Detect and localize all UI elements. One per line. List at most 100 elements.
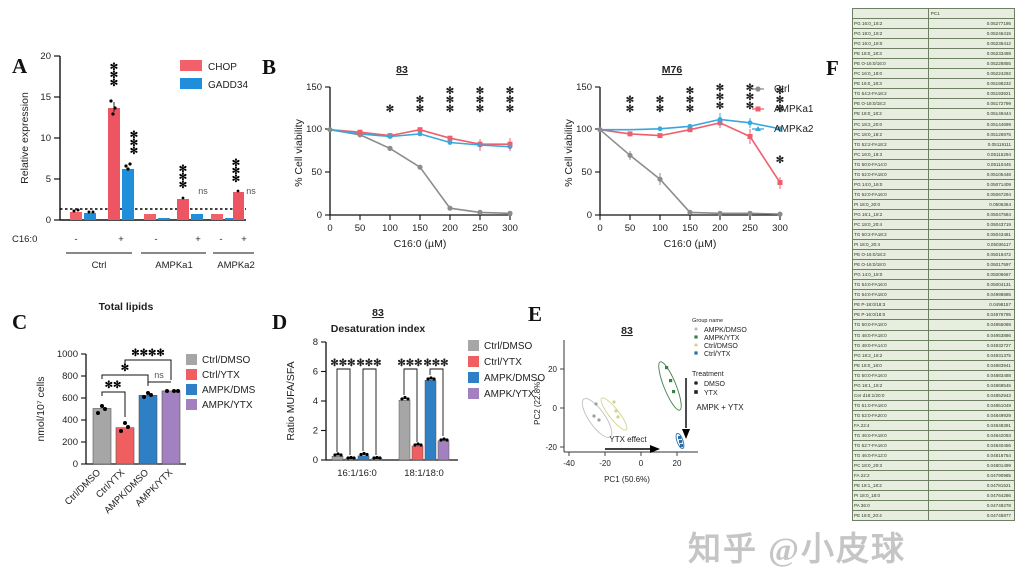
panel-c-bar-ctrl-ytx [115,427,135,465]
table-row[interactable]: PE 18:0_18:3 0.05233498 [852,48,1016,60]
panel-f[interactable]: PC1 PG 16:0_18:2 0.05277195 PG 18:0_18:2 0.0… [852,7,1016,568]
table-row[interactable]: TG 50:0-FA18:0 0.04955088 [852,319,1016,331]
table-row[interactable]: PE O-16:0/18:0 0.05017597 [852,259,1016,271]
table-row[interactable]: PE P-16:0/18:0 0.04976795 [852,309,1016,321]
table-row[interactable]: TG 46:0-FA12:0 0.04816754 [852,450,1016,462]
lipid-loadings-table[interactable]: PC1 PG 16:0_18:2 0.05277195 PG 18:0_18:2 0.0… [852,7,1016,522]
table-row[interactable]: PA 36:0 0.04749278 [852,500,1016,512]
svg-text:✻: ✻ [776,155,784,166]
cell-lipid-name: TG 52:0-FA16:0 [852,188,929,200]
table-row[interactable]: PE O-18:0/18:2 0.05172799 [852,98,1016,110]
panel-d-annotations: ✻✻✻ ✻✻✻ ✻✻✻ ✻✻✻ [330,358,448,369]
table-row[interactable]: TG 48:0-FA18:0 0.04953886 [852,329,1016,341]
cell-lipid-name: PE 18:0_20:4 [852,510,929,522]
table-row[interactable]: TG 46:0-FA18:0 0.04842093 [852,429,1016,442]
table-row[interactable]: TG 52:0-FA16:0 0.05067294 [852,188,1016,200]
table-row[interactable]: PG 16:1_18:2 0.05047584 [852,208,1016,220]
table-row[interactable]: TG 54:0-FA18:0 0.04998885 [852,289,1016,301]
table-row[interactable]: FA 22:2 0.04790985 [852,470,1016,482]
panel-e-xtick-2: 0 [639,459,644,468]
table-row[interactable]: PE 18:0_20:4 0.04745877 [852,510,1016,522]
table-row[interactable]: PG 14:0_16:0 0.05071409 [852,178,1016,190]
table-row[interactable]: PE O-16:0/16:0 0.05228855 [852,58,1016,70]
table-row[interactable]: PC 16:0_18:0 0.05224292 [852,68,1016,80]
table-row[interactable]: PC 18:0_20:4 0.05043719 [852,218,1016,231]
table-row[interactable]: TG 52:7-FA16:0 0.04840456 [852,440,1016,452]
panel-a-ytick-0: 0 [46,215,51,226]
bar-gadd-a1-plus [191,214,203,220]
table-row[interactable]: PG 18:0_18:2 0.05246415 [852,28,1016,40]
table-row[interactable]: PC 18:0_18:2 0.05126975 [852,128,1016,140]
cell-lipid-name: PE O-16:0/18:0 [852,259,929,271]
panel-b-r-xtick-6: 300 [772,223,788,234]
panel-f-label: F [826,56,839,80]
table-row[interactable]: TG 52:0-FA18:0 0.05105448 [852,168,1016,180]
table-row[interactable]: PG 18:1_18:2 0.04868545 [852,379,1016,391]
panel-d-xtick-0: 16:1/16:0 [337,468,377,479]
table-row[interactable]: PC 16:0_18:3 0.05115294 [852,148,1016,160]
table-row[interactable]: PI 18:0_20:4 0.05036117 [852,239,1016,251]
panel-b-r-ytick-2: 100 [576,124,592,135]
panel-b-l-markers-ctrl [327,127,513,216]
table-row[interactable]: PC 18:2_20:0 0.05144699 [852,118,1016,130]
table-row[interactable]: PG 18:2_18:2 0.04931375 [852,349,1016,361]
cell-lipid-name: TG 50:2-FA18:2 [852,229,929,241]
panel-e-ellipse-ctrl-dmso [600,397,628,431]
table-row[interactable]: Cer d18:1/20:0 0.04852943 [852,389,1016,401]
cell-pc1-value: 0.04932727 [927,339,1016,351]
svg-text:✻: ✻ [506,95,514,106]
panel-e-points-ampk-ytx [665,366,676,394]
table-row[interactable]: TG 50:0-FA14:0 0.05110445 [852,158,1016,170]
panel-e-ytick-2: 20 [548,365,557,374]
cell-lipid-name: PC 18:0_18:2 [852,128,929,140]
table-row[interactable]: TG 54:0-FA16:0 0.05004131 [852,279,1016,291]
cell-lipid-name: TG 51:0-FA18:0 [852,399,929,411]
table-row[interactable]: FA 22:4 0.04848391 [852,419,1016,431]
cell-pc1-value: 0.04842093 [927,429,1016,442]
table-row[interactable]: TG 48:0-FA14:0 0.04932727 [852,339,1016,351]
panel-e-group-legend-0: AMPK/DMSO [704,327,747,334]
table-header-row: PC1 [852,7,1016,20]
panel-b-l-xtick-0: 0 [327,223,332,234]
panel-b-legend-ampka2: AMPKa2 [774,124,814,135]
table-row[interactable]: TG 51:0-FA18:0 0.04851049 [852,399,1016,411]
panel-e-group-legend-1: AMPK/YTX [704,335,740,342]
panel-a-sig-5: ✻ [130,138,138,149]
cell-pc1-value: 0.05017597 [927,259,1016,271]
panel-a-sig-3: ✻ [110,62,118,73]
panel-d-legend: Ctrl/DMSO Ctrl/YTX AMPK/DMSO AMPK/YTX [468,340,545,400]
table-row[interactable]: PG 14:0_18:0 0.05006667 [852,269,1016,281]
cell-lipid-name: PG 18:1_18:2 [852,379,929,391]
table-row[interactable]: PE 16:0_18:3 0.05198232 [852,78,1016,90]
table-row[interactable]: PI 18:0_18:0 0.04764286 [852,490,1016,502]
table-row[interactable]: TG 50:2-FA18:2 0.05043481 [852,229,1016,241]
table-row[interactable]: PG 16:0_18:0 0.05236412 [852,38,1016,50]
table-row[interactable]: PI 18:0_20:0 0.0506364 [852,198,1016,210]
panel-a-treat-3: + [195,234,201,245]
bar-chop-ctrl-plus [108,108,120,220]
table-row[interactable]: TG 50:0-FA16:0 0.04883488 [852,369,1016,381]
panel-b-r-xtick-5: 250 [742,223,758,234]
table-row[interactable]: TG 52:0-FA20:0 0.04849929 [852,409,1016,421]
cell-lipid-name: TG 48:0-FA14:0 [852,339,929,351]
panel-a-sig-11: ✻ [232,166,240,177]
cell-pc1-value: 0.04998885 [927,289,1016,301]
panel-d-ytick-2: 4 [313,396,318,407]
panel-b-charts: 83 0 50 100 150 % Cell viability 0 50 10 [293,64,814,250]
table-row[interactable]: TG 52:2-FA18:2 0.05119111 [852,138,1016,150]
table-row[interactable]: PE O-16:0/18:2 0.05019472 [852,249,1016,261]
table-row[interactable]: PG 16:0_18:2 0.05277195 [852,18,1016,30]
cell-pc1-value: 0.05004131 [927,279,1016,291]
cell-lipid-name: TG 52:2-FA18:2 [852,138,929,150]
table-row[interactable]: PE 18:1_18:2 0.04781521 [852,480,1016,492]
table-row[interactable]: PE 18:0_18:2 0.05149444 [852,108,1016,120]
legend-label-gadd34: GADD34 [208,80,248,91]
bar-chop-a2-minus [211,214,223,220]
panel-b-legend-ampka1: AMPKa1 [774,104,814,115]
table-row[interactable]: PE P-18:0/18:3 0.0498157 [852,299,1016,311]
panel-c-bar-ctrl-dmso [92,408,112,465]
table-row[interactable]: PC 18:0_20:3 0.04801499 [852,460,1016,472]
table-row[interactable]: PE 18:0_18:0 0.04883941 [852,359,1016,371]
cell-pc1-value: 0.05277195 [927,18,1016,30]
table-row[interactable]: TG 54:2-FA18:2 0.05193921 [852,88,1016,100]
